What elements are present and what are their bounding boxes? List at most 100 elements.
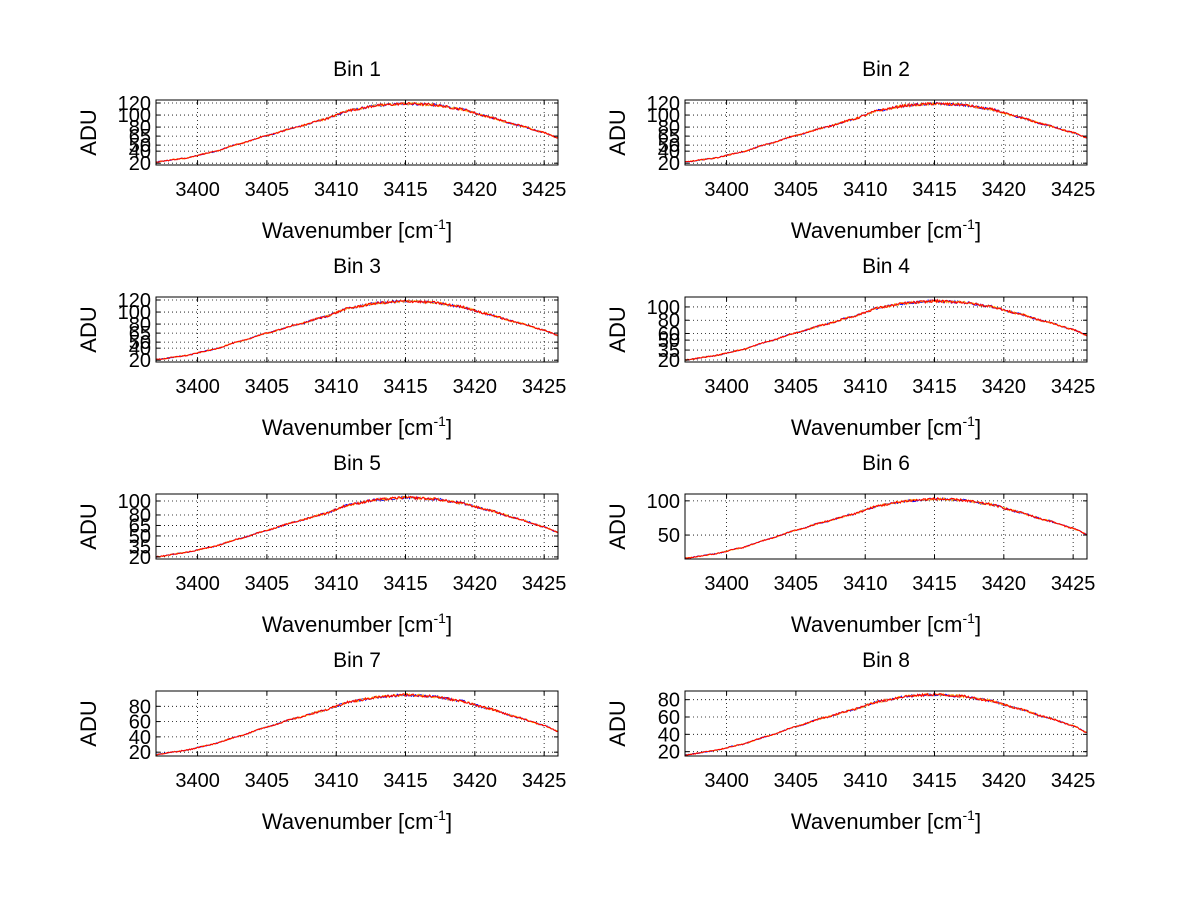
y-axis-label: ADU [76,109,101,155]
y-axis-label: ADU [605,306,630,352]
subplot-title: Bin 7 [333,649,381,672]
y-tick-label: 65 [129,515,151,537]
y-axis-label: ADU [605,109,630,155]
subplot-title: Bin 6 [862,452,910,475]
subplot-title: Bin 4 [862,255,910,278]
subplot-2: Bin 2 3400 3405 3410 3415 3420 3425 20405065801… [605,58,1095,243]
x-tick-label: 3415 [912,770,957,792]
x-tick-label: 3405 [245,179,290,201]
y-tick-label: 50 [129,526,151,548]
y-tick-label: 40 [129,727,151,749]
x-tick-label: 3400 [704,179,749,201]
axes-frame [684,493,1088,560]
x-tick-label: 3400 [175,770,220,792]
y-tick-label: 60 [658,323,680,345]
y-tick-label: 50 [129,135,151,157]
x-tick-label: 3425 [522,179,567,201]
x-axis-label: Wavenumber [cm-1] [262,807,452,834]
y-tick-label: 60 [129,712,151,734]
x-tick-label: 3405 [774,179,819,201]
x-tick-label: 3420 [982,179,1027,201]
y-axis-label: ADU [605,700,630,746]
y-tick-label: 120 [118,93,151,115]
subplot-6: Bin 6 3400 3405 3410 3415 3420 3425 50 100 Wavenu… [605,452,1095,637]
y-tick-label: 100 [647,491,680,513]
x-tick-label: 3410 [843,770,888,792]
y-tick-label: 80 [129,505,151,527]
x-tick-label: 3420 [453,770,498,792]
series-line-3 [684,101,1088,163]
series-line-3 [684,298,1088,361]
x-tick-label: 3405 [245,770,290,792]
x-tick-label: 3410 [314,770,359,792]
y-tick-label: 50 [658,525,680,547]
y-tick-label: 80 [658,117,680,139]
x-tick-label: 3405 [774,573,819,595]
y-tick-label: 100 [118,302,151,324]
x-tick-label: 3415 [912,376,957,398]
x-tick-label: 3405 [245,376,290,398]
x-tick-label: 3420 [453,573,498,595]
subplot-1: Bin 1 3400 3405 3410 3415 3420 3425 20405065801… [76,58,566,243]
y-tick-label: 20 [129,742,151,764]
x-axis-label: Wavenumber [cm-1] [262,216,452,243]
x-tick-label: 3410 [843,179,888,201]
series-line-3 [155,495,559,558]
y-tick-label: 50 [129,332,151,354]
axes-frame [155,99,559,166]
x-tick-label: 3425 [1051,376,1096,398]
axes-frame [684,296,1088,363]
y-tick-label: 80 [658,690,680,712]
y-tick-label: 120 [647,93,680,115]
x-axis-label: Wavenumber [cm-1] [791,216,981,243]
x-tick-label: 3400 [175,179,220,201]
x-tick-label: 3415 [912,179,957,201]
x-tick-label: 3410 [843,573,888,595]
y-tick-label: 40 [658,141,680,163]
axes-frame [155,493,559,560]
y-tick-label: 80 [129,314,151,336]
x-tick-label: 3400 [704,770,749,792]
x-axis-label: Wavenumber [cm-1] [262,413,452,440]
y-tick-label: 60 [658,707,680,729]
x-tick-label: 3410 [314,376,359,398]
x-tick-label: 3400 [704,573,749,595]
axes-frame [155,690,559,757]
x-tick-label: 3405 [774,770,819,792]
x-axis-label: Wavenumber [cm-1] [262,610,452,637]
series-line-3 [155,101,559,163]
y-tick-label: 20 [129,547,151,569]
y-tick-label: 100 [647,105,680,127]
x-tick-label: 3420 [982,376,1027,398]
x-tick-label: 3400 [175,573,220,595]
y-tick-label: 20 [658,350,680,372]
series-line-3 [155,299,559,361]
y-tick-label: 20 [658,153,680,175]
y-tick-label: 40 [129,141,151,163]
x-tick-label: 3410 [314,179,359,201]
x-tick-label: 3425 [1051,573,1096,595]
axes-frame [155,296,559,363]
y-tick-label: 120 [118,290,151,312]
x-tick-label: 3405 [774,376,819,398]
x-tick-label: 3425 [522,376,567,398]
x-tick-label: 3425 [522,770,567,792]
y-tick-label: 80 [658,310,680,332]
x-tick-label: 3425 [522,573,567,595]
x-tick-label: 3415 [383,573,428,595]
x-tick-label: 3410 [843,376,888,398]
subplot-3: Bin 3 3400 3405 3410 3415 3420 3425 20405065801… [76,255,566,440]
y-axis-label: ADU [76,306,101,352]
y-tick-label: 20 [658,742,680,764]
subplot-title: Bin 5 [333,452,381,475]
x-tick-label: 3420 [453,376,498,398]
y-tick-label: 100 [647,297,680,319]
x-axis-label: Wavenumber [cm-1] [791,610,981,637]
axes-frame [684,690,1088,757]
x-tick-label: 3400 [175,376,220,398]
y-tick-label: 35 [658,340,680,362]
subplot-5: Bin 5 3400 3405 3410 3415 3420 3425 20355065801… [76,452,566,637]
y-tick-label: 40 [129,338,151,360]
